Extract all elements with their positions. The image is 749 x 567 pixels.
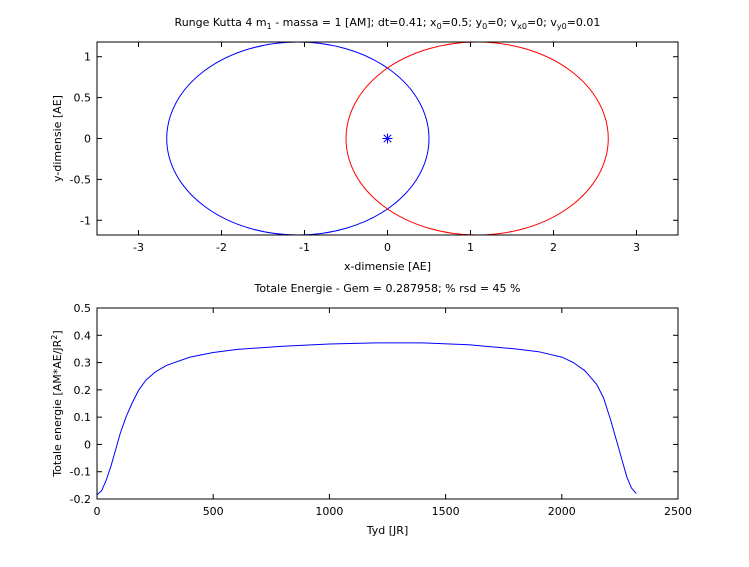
y-tick-label: -0.1 — [70, 466, 91, 479]
y-axis-label: Totale energie [AM*AE/JR2] — [50, 330, 64, 477]
x-tick-label: 3 — [633, 241, 640, 254]
x-tick-label: 1000 — [315, 505, 343, 518]
x-axis-label: Tyd [JR] — [366, 524, 408, 537]
x-tick-label: 500 — [203, 505, 224, 518]
plot-orbit: -3 -2 -1 0 1 2 3 1 0.5 0 -0.5 -1 Runge Kutta 4 m1 - … — [51, 16, 679, 273]
x-tick-label: 1 — [467, 241, 474, 254]
y-tick-label: -0.5 — [70, 173, 91, 186]
plot-energy: 0 500 1000 1500 2000 2500 0.5 0.4 0.3 0.2 0.1 0 -0.1… — [50, 282, 692, 537]
energy-series-line — [97, 342, 637, 496]
orbit-series-0 — [166, 42, 430, 235]
y-tick-label: 0.4 — [74, 329, 92, 342]
data-layer — [97, 342, 637, 496]
axes-box — [96, 307, 679, 500]
y-tick-label: -1 — [80, 214, 91, 227]
y-tick-label: -0.2 — [70, 493, 91, 506]
y-axis-label: y-dimensie [AE] — [51, 95, 64, 182]
plot-title: Runge Kutta 4 m1 - massa = 1 [AM]; dt=0.… — [175, 16, 601, 31]
orbit-series-1 — [345, 42, 609, 235]
y-tick-label: 0.2 — [74, 384, 92, 397]
x-tick-label: 2000 — [548, 505, 576, 518]
x-tick-label: -1 — [299, 241, 310, 254]
plot-title: Totale Energie - Gem = 0.287958; % rsd =… — [254, 282, 521, 295]
plot-area — [97, 308, 678, 499]
y-tick-label: 0.1 — [74, 411, 92, 424]
x-tick-label: 2 — [550, 241, 557, 254]
y-tick-label: 0.3 — [74, 357, 92, 370]
x-tick-label: 1500 — [432, 505, 460, 518]
y-tick-label: 1 — [84, 51, 91, 64]
center-star-marker — [382, 133, 393, 144]
x-tick-label: -3 — [133, 241, 144, 254]
y-tick-label: 0.5 — [74, 92, 92, 105]
x-axis-label: x-dimensie [AE] — [344, 260, 431, 273]
y-tick-label: 0.5 — [74, 302, 92, 315]
y-tick-label: 0 — [84, 438, 91, 451]
y-tick-label: 0 — [84, 133, 91, 146]
data-layer — [166, 42, 609, 235]
x-tick-label: 0 — [384, 241, 391, 254]
x-tick-label: 0 — [94, 505, 101, 518]
x-tick-label: 2500 — [664, 505, 692, 518]
x-tick-label: -2 — [216, 241, 227, 254]
